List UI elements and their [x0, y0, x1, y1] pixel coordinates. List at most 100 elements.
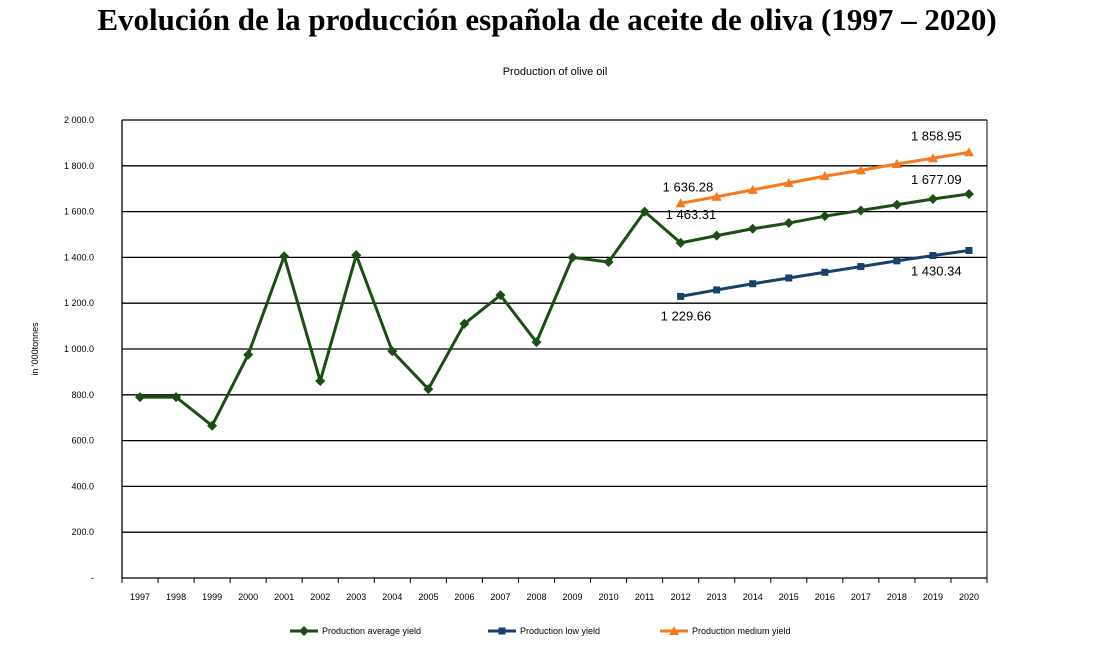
x-tick-label: 2001 — [274, 592, 294, 602]
series-line — [140, 192, 970, 429]
x-tick-label: 2004 — [382, 592, 402, 602]
data-point — [498, 627, 506, 635]
data-point — [927, 153, 938, 163]
data-point — [531, 337, 542, 348]
data-point — [603, 256, 614, 267]
y-axis-label: in '000tonnes — [30, 322, 40, 376]
data-point — [171, 392, 182, 403]
data-point — [677, 292, 685, 300]
data-point — [963, 188, 974, 199]
data-point — [893, 257, 901, 265]
data-point — [785, 274, 793, 282]
y-tick-label: 200.0 — [71, 527, 94, 537]
data-label: 1 430.34 — [911, 263, 962, 278]
data-point — [207, 420, 218, 431]
data-point — [891, 158, 902, 168]
x-tick-label: 2020 — [959, 592, 979, 602]
data-label: 1 229.66 — [661, 308, 712, 323]
data-point — [135, 392, 146, 403]
y-tick-label: 800.0 — [71, 390, 94, 400]
data-point — [747, 223, 758, 234]
data-point — [279, 251, 290, 262]
data-point — [819, 171, 830, 181]
x-tick-label: 2011 — [635, 592, 654, 602]
x-tick-label: 2007 — [490, 592, 510, 602]
data-point — [855, 205, 866, 216]
data-point — [819, 211, 830, 222]
x-tick-label: 2018 — [887, 592, 907, 602]
y-tick-label: 1 000.0 — [64, 344, 94, 354]
data-point — [639, 206, 650, 217]
x-tick-label: 2006 — [454, 592, 474, 602]
x-tick-label: 2010 — [599, 592, 619, 602]
data-point — [963, 147, 974, 157]
data-point — [495, 290, 506, 301]
x-tick-label: 2013 — [707, 592, 727, 602]
x-tick-label: 1999 — [202, 592, 222, 602]
data-point — [567, 252, 578, 263]
data-labels: 1 858.95 1 636.28 1 677.09 1 463.31 1 430.34… — [661, 128, 962, 323]
legend-label: Production average yield — [322, 626, 421, 636]
y-tick-label: 2 000.0 — [64, 115, 94, 125]
data-point — [351, 250, 362, 261]
gridlines — [121, 119, 988, 579]
data-point — [459, 318, 470, 329]
y-tick-label: 600.0 — [71, 436, 94, 446]
data-label: 1 636.28 — [663, 179, 714, 194]
data-label: 1 858.95 — [911, 128, 962, 143]
data-point — [315, 376, 326, 387]
data-point — [783, 218, 794, 229]
data-point — [821, 268, 829, 276]
y-tick-label: 400.0 — [71, 481, 94, 491]
data-label: 1 463.31 — [666, 207, 717, 222]
x-tick-label: 2005 — [418, 592, 438, 602]
chart-title: Production of olive oil — [503, 66, 608, 78]
y-tick-label: 1 200.0 — [64, 298, 94, 308]
y-tick-label: 1 600.0 — [64, 207, 94, 217]
data-point — [675, 237, 686, 248]
data-point — [747, 184, 758, 194]
data-point — [857, 263, 865, 271]
data-point — [711, 191, 722, 201]
series-2 — [675, 147, 974, 208]
y-tick-label: - — [91, 573, 94, 583]
series-0 — [135, 188, 974, 431]
data-point — [299, 626, 309, 636]
legend-label: Production low yield — [520, 626, 600, 636]
x-tick-label: 1998 — [166, 592, 186, 602]
series-1 — [677, 246, 973, 300]
page-title: Evolución de la producción española de a… — [97, 2, 997, 37]
series-group — [135, 147, 974, 431]
data-point — [711, 230, 722, 241]
x-tick-label: 2002 — [310, 592, 330, 602]
y-tick-label: 1 800.0 — [64, 161, 94, 171]
x-tick-label: 2017 — [851, 592, 871, 602]
data-point — [669, 626, 679, 635]
x-tick-label: 2009 — [563, 592, 583, 602]
data-point — [891, 199, 902, 210]
data-point — [713, 286, 721, 294]
legend-label: Production medium yield — [692, 626, 791, 636]
data-point — [423, 384, 434, 395]
x-tick-label: 2008 — [526, 592, 546, 602]
x-tick-label: 2014 — [743, 592, 763, 602]
y-tick-label: 1 400.0 — [64, 252, 94, 262]
legend: Production average yield Production low y… — [290, 626, 791, 636]
x-tick-label: 2012 — [671, 592, 691, 602]
data-point — [783, 177, 794, 187]
data-point — [675, 198, 686, 208]
data-point — [927, 194, 938, 205]
data-point — [749, 280, 757, 288]
data-label: 1 677.09 — [911, 172, 962, 187]
x-tick-label: 2019 — [923, 592, 943, 602]
y-axis-ticks: - 200.0 400.0 600.0 800.0 1 000.0 1 200.0 1 400… — [64, 115, 94, 583]
x-tick-label: 2016 — [815, 592, 835, 602]
data-point — [387, 346, 398, 357]
x-tick-label: 2015 — [779, 592, 799, 602]
x-tick-label: 2000 — [238, 592, 258, 602]
x-tick-label: 2003 — [346, 592, 366, 602]
data-point — [929, 252, 937, 260]
data-point — [855, 165, 866, 175]
x-axis-ticks: 1997 1998 1999 2000 2001 2002 2003 2004 2005 2006… — [121, 578, 988, 602]
